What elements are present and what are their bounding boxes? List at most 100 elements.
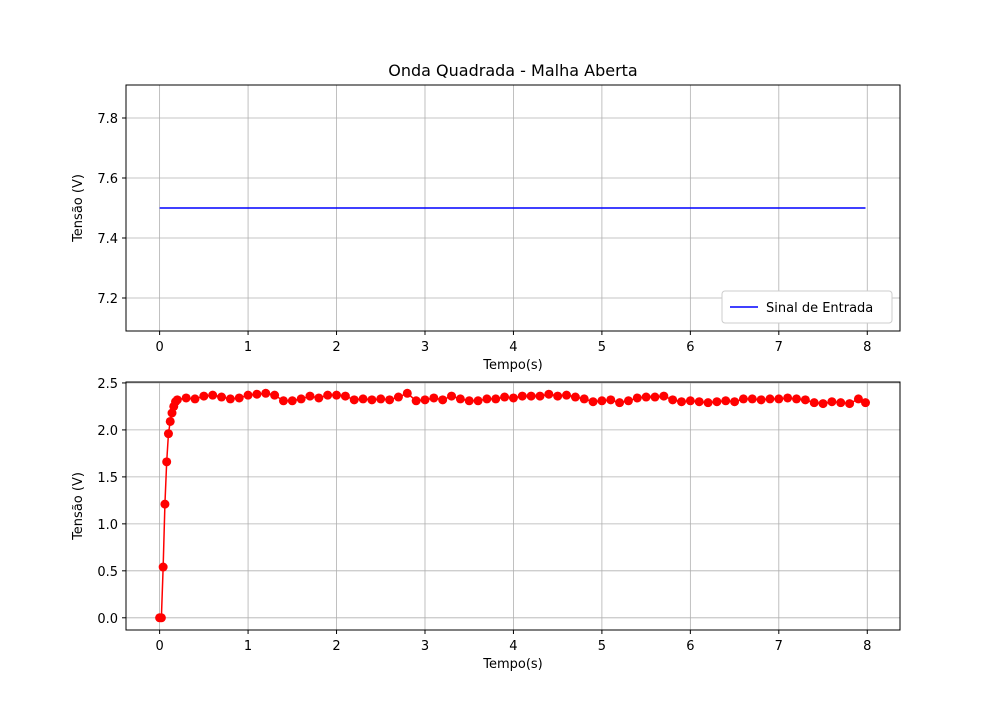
data-point <box>615 398 625 408</box>
data-point <box>225 394 235 404</box>
data-point <box>703 398 713 408</box>
data-point <box>156 613 166 623</box>
data-point <box>165 416 175 426</box>
data-point <box>287 396 297 406</box>
x-tick-label: 3 <box>421 639 429 654</box>
y-tick-label: 0.0 <box>97 612 118 627</box>
data-point <box>393 392 403 402</box>
y-tick-label: 1.0 <box>97 518 118 533</box>
data-point <box>650 392 660 402</box>
data-point <box>535 391 545 401</box>
data-point <box>508 393 518 403</box>
data-point <box>712 397 722 407</box>
data-point <box>685 396 695 406</box>
x-tick-label: 5 <box>598 340 606 355</box>
data-point <box>774 394 784 404</box>
data-point <box>160 499 170 509</box>
data-point <box>588 397 598 407</box>
data-point <box>367 395 377 405</box>
y-tick-label: 1.5 <box>97 471 118 486</box>
y-tick-label: 7.6 <box>97 172 118 187</box>
data-point <box>420 395 430 405</box>
data-point <box>730 397 740 407</box>
data-point <box>659 391 669 401</box>
data-point <box>172 395 182 405</box>
x-tick-label: 0 <box>155 340 163 355</box>
data-point <box>385 395 395 405</box>
x-tick-label: 5 <box>598 639 606 654</box>
x-tick-label: 3 <box>421 340 429 355</box>
axes-frame <box>125 84 901 332</box>
data-point <box>402 388 412 398</box>
data-point <box>570 392 580 402</box>
x-axis-label: Tempo(s) <box>482 657 543 672</box>
data-point <box>861 398 871 408</box>
data-point <box>163 429 173 439</box>
data-point <box>845 399 855 409</box>
data-point <box>455 394 465 404</box>
data-point <box>668 395 678 405</box>
data-point <box>278 396 288 406</box>
data-point <box>500 392 510 402</box>
x-tick-label: 4 <box>509 639 517 654</box>
y-tick-label: 0.5 <box>97 565 118 580</box>
x-tick-label: 2 <box>332 340 340 355</box>
data-point <box>606 395 616 405</box>
data-point <box>270 390 280 400</box>
data-point <box>517 391 527 401</box>
y-tick-label: 7.8 <box>97 112 118 127</box>
data-point <box>677 397 687 407</box>
data-point <box>783 393 793 403</box>
data-point <box>738 394 748 404</box>
data-point <box>491 394 501 404</box>
data-point <box>641 392 651 402</box>
data-point <box>349 395 359 405</box>
data-point <box>809 398 819 408</box>
data-point <box>358 394 368 404</box>
x-tick-label: 6 <box>686 639 694 654</box>
data-point <box>526 391 536 401</box>
data-point <box>765 394 775 404</box>
data-point <box>376 394 386 404</box>
y-tick-label: 2.5 <box>97 377 118 392</box>
y-tick-label: 7.4 <box>97 232 118 247</box>
y-axis-label: Tensão (V) <box>71 472 86 541</box>
x-tick-label: 7 <box>775 639 783 654</box>
x-tick-label: 8 <box>863 340 871 355</box>
data-point <box>853 394 863 404</box>
data-point <box>473 396 483 406</box>
data-point <box>243 390 253 400</box>
data-point <box>162 457 172 467</box>
data-point <box>305 391 315 401</box>
x-tick-label: 4 <box>509 340 517 355</box>
data-point <box>792 394 802 404</box>
data-point <box>181 393 191 403</box>
data-point <box>694 397 704 407</box>
data-point <box>411 396 421 406</box>
data-point <box>332 390 342 400</box>
x-tick-label: 7 <box>775 340 783 355</box>
data-point <box>544 389 554 399</box>
data-point <box>827 397 837 407</box>
data-point <box>721 396 731 406</box>
x-tick-label: 0 <box>155 639 163 654</box>
data-point <box>217 392 227 402</box>
data-point <box>199 391 209 401</box>
data-point <box>562 390 572 400</box>
data-point <box>623 396 633 406</box>
x-tick-label: 6 <box>686 340 694 355</box>
data-point <box>447 391 457 401</box>
y-tick-label: 2.0 <box>97 424 118 439</box>
data-point <box>836 398 846 408</box>
data-point <box>252 389 262 399</box>
data-point <box>323 390 333 400</box>
data-line <box>159 392 866 619</box>
data-point <box>818 399 828 409</box>
data-point <box>234 393 244 403</box>
x-tick-label: 1 <box>244 639 252 654</box>
data-point <box>632 393 642 403</box>
legend-box <box>721 290 893 324</box>
data-point <box>579 394 589 404</box>
data-point <box>482 394 492 404</box>
